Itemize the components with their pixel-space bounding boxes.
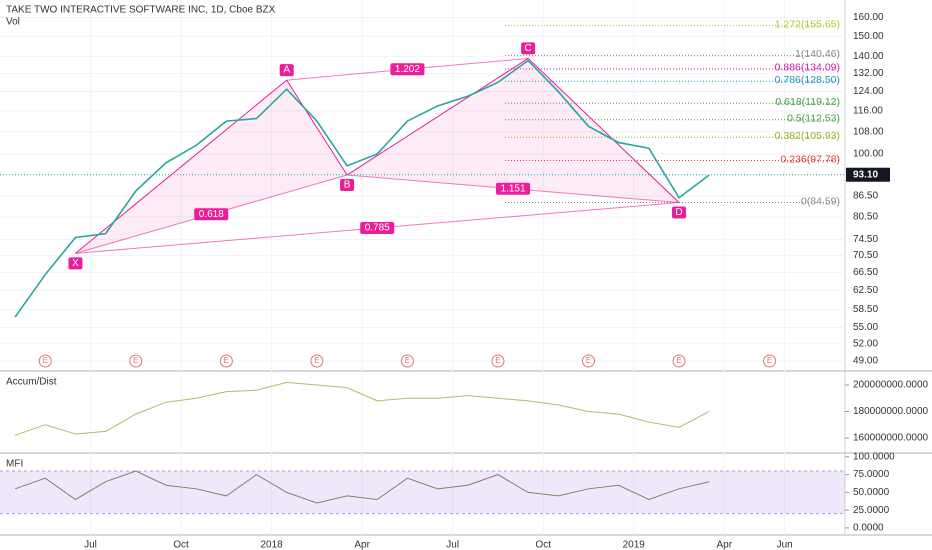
band [0, 471, 845, 514]
y-tick-label: 55.00 [853, 322, 878, 333]
earnings-label: E [586, 356, 591, 365]
y-tick-label: 100.00 [853, 149, 884, 160]
series-line [14, 59, 710, 318]
earnings-label: E [43, 356, 48, 365]
pattern-leg [286, 79, 348, 176]
y-tick-label: 0.0000 [853, 523, 884, 534]
earnings-marker [219, 354, 233, 368]
y-tick-label: 25.0000 [853, 505, 890, 516]
pattern-point-label: B [344, 180, 351, 191]
y-tick-label: 108.00 [853, 126, 884, 137]
pattern-point-label: D [675, 207, 682, 218]
ratio-box [194, 208, 229, 221]
earnings-marker [310, 354, 324, 368]
ratio-label: 0.618 [199, 209, 224, 220]
y-tick-label: 150.00 [853, 31, 884, 42]
pattern-point-label: A [283, 65, 290, 76]
ratio-label: 1.202 [395, 64, 420, 75]
pattern-point [672, 206, 687, 219]
y-tick-label: 49.00 [853, 356, 878, 367]
y-tick-label: 62.50 [853, 285, 878, 296]
earnings-label: E [224, 356, 229, 365]
y-tick-label: 80.50 [853, 212, 878, 223]
x-tick-label: Apr [717, 540, 733, 550]
earnings-marker [672, 354, 686, 368]
pattern-leg [75, 79, 288, 254]
y-tick-label: 52.00 [853, 338, 878, 349]
earnings-label: E [405, 356, 410, 365]
y-tick-label: 86.50 [853, 191, 878, 202]
subtitle: Vol [6, 17, 20, 28]
series-line [14, 381, 710, 436]
y-tick-label: 116.00 [853, 106, 883, 117]
x-tick-label: Oct [535, 540, 551, 550]
ratio-box [496, 182, 531, 195]
last-price-tag [846, 167, 890, 182]
y-tick-label: 180000000.0000 [853, 406, 929, 417]
panel-title: MFI [6, 459, 23, 470]
fib-label: 0.618(119.12) [775, 96, 840, 108]
earnings-marker [763, 354, 777, 368]
pattern-leg [527, 58, 680, 203]
earnings-label: E [676, 356, 681, 365]
last-price-label: 93.10 [853, 169, 878, 180]
y-tick-label: 58.50 [853, 304, 878, 315]
y-tick-label: 132.00 [853, 68, 884, 79]
y-tick-label: 70.50 [853, 250, 878, 261]
pattern-area [347, 58, 680, 203]
earnings-marker [400, 354, 414, 368]
pattern-point [521, 42, 536, 55]
x-tick-label: Jul [446, 540, 459, 550]
fib-label: 0.382(105.93) [775, 130, 840, 142]
x-tick-label: Oct [173, 540, 189, 550]
panel-title: Accum/Dist [6, 377, 57, 388]
x-tick-label: 2019 [623, 540, 646, 550]
x-tick-label: Jun [777, 540, 793, 550]
ratio-box [390, 63, 425, 76]
pattern-point-label: X [72, 258, 79, 269]
fib-label: 0.886(134.09) [775, 62, 840, 74]
pattern-area [75, 80, 348, 254]
panel-title: TAKE TWO INTERACTIVE SOFTWARE INC, 1D, C… [6, 5, 276, 16]
y-tick-label: 140.00 [853, 51, 884, 62]
y-tick-label: 74.50 [853, 234, 878, 245]
y-tick-label: 100.0000 [853, 451, 895, 462]
y-tick-label: 160.00 [853, 12, 884, 23]
earnings-marker [129, 354, 143, 368]
y-tick-label: 200000000.0000 [853, 380, 929, 391]
x-tick-label: Jul [84, 540, 97, 550]
earnings-label: E [314, 356, 319, 365]
earnings-label: E [495, 356, 500, 365]
earnings-marker [581, 354, 595, 368]
fib-label: 1(140.46) [795, 48, 840, 60]
pattern-point [279, 64, 294, 77]
earnings-marker [38, 354, 52, 368]
fib-label: 0.236(97.78) [780, 153, 840, 165]
x-tick-label: 2018 [260, 540, 283, 550]
ratio-label: 0.785 [365, 223, 390, 234]
earnings-label: E [767, 356, 772, 365]
earnings-label: E [133, 356, 138, 365]
y-tick-label: 124.00 [853, 86, 884, 97]
fib-label: 0.5(112.53) [787, 113, 840, 125]
y-tick-label: 50.0000 [853, 487, 890, 498]
fib-label: 0(84.59) [801, 195, 840, 207]
ratio-box [360, 221, 395, 234]
ratio-label: 1.151 [501, 183, 526, 194]
pattern-point [68, 257, 83, 270]
pattern-leg [346, 58, 529, 176]
fib-label: 1.272(155.65) [775, 18, 840, 30]
series-line [14, 470, 710, 504]
pattern-point [340, 179, 355, 192]
y-tick-label: 66.50 [853, 267, 878, 278]
fib-label: 0.786(128.50) [775, 74, 840, 86]
x-tick-label: Apr [354, 540, 370, 550]
earnings-marker [491, 354, 505, 368]
y-tick-label: 160000000.0000 [853, 433, 929, 444]
pattern-point-label: C [525, 43, 532, 54]
y-tick-label: 75.0000 [853, 469, 890, 480]
